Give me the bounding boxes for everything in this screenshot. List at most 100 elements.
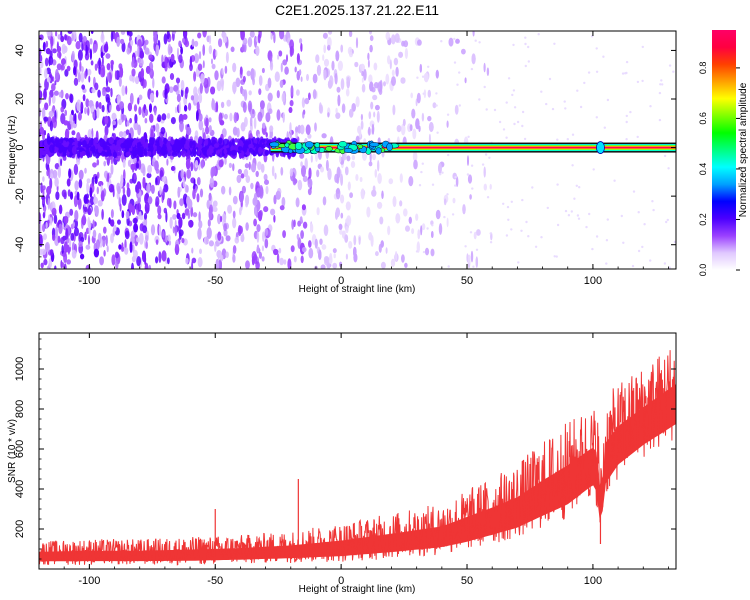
spectrogram-noise-blob [100,190,105,202]
spectrogram-noise-blob [84,167,87,174]
spectrogram-noise-blob [221,185,226,195]
spectrogram-noise-blob [165,210,168,223]
spectrogram-noise-dot [440,40,443,43]
spectrogram-noise-blob [250,182,254,190]
spectrogram-noise-dot [436,131,439,134]
spectrogram-noise-blob [295,197,300,208]
spectrogram-noise-blob [340,78,345,90]
spectrogram-noise-blob [467,254,471,265]
spectrogram-noise-dot [553,255,556,258]
spectrogram-noise-blob [393,57,399,66]
spectrogram-noise-blob [174,244,180,255]
spectrogram-noise-dot [540,90,543,93]
figure-title: C2E1.2025.137.21.22.E11 [275,2,439,18]
spectrogram-noise-blob [177,186,181,198]
spectrogram-noise-dot [663,262,667,265]
spectrogram-noise-blob [173,85,179,92]
spectrogram-noise-blob [335,107,338,114]
spectrogram-noise-dot [451,213,455,216]
spectrogram-noise-blob [417,229,421,240]
spectrogram-noise-blob [145,65,151,74]
spectrogram-noise-blob [190,206,194,218]
spectrogram-noise-blob [402,118,406,127]
spectrogram-noise-blob [345,88,350,97]
spectrogram-noise-blob [256,231,260,243]
spectrogram-noise-blob [121,41,126,53]
spectrogram-noise-blob [228,162,232,169]
spectrogram-noise-blob [46,169,49,177]
spectrogram-noise-dot [470,67,474,71]
spectrogram-noise-blob [85,98,90,108]
signal-line-blob [375,147,382,155]
spectrogram-noise-blob [489,183,492,190]
snr-y-tick-label: 200 [14,520,26,538]
spectrogram-noise-blob [137,45,140,58]
spectrogram-noise-dot [629,110,632,114]
spectrogram-noise-blob [39,34,44,41]
spectrogram-noise-dot [672,70,675,73]
spectrogram-noise-blob [432,102,437,109]
spectrogram-noise-blob [261,67,265,74]
spectrogram-noise-blob [233,85,236,95]
spectrogram-noise-blob [403,40,409,48]
spectrogram-noise-blob [133,172,137,180]
spectrogram-noise-blob [202,60,205,69]
spectrogram-noise-blob [308,240,312,248]
spectrogram-noise-blob [74,210,79,222]
spectrogram-noise-blob [399,173,403,183]
spectrogram-noise-blob [411,108,416,119]
spectrogram-noise-blob [318,249,322,260]
spectrogram-noise-blob [316,64,322,76]
spectrogram-noise-blob [71,109,74,116]
spectrogram-noise-dot [595,47,598,50]
spectrogram-noise-blob [73,77,79,86]
spectrogram-noise-dot [659,83,662,86]
snr-y-tick-label: 1000 [14,357,26,381]
spectrogram-noise-blob [299,69,302,76]
snr-series-line [39,350,676,566]
spectrogram-y-tick-label: 0 [14,145,26,151]
spectrogram-noise-blob [67,189,71,197]
spectrogram-noise-blob [155,256,159,264]
spectrogram-noise-dot [570,210,573,213]
spectrogram-noise-blob [146,172,152,179]
spectrogram-noise-blob [117,219,121,225]
spectrogram-noise-blob [121,210,125,219]
spectrogram-band-blob [222,138,229,146]
spectrogram-noise-blob [87,207,92,215]
spectrogram-noise-dot [649,259,652,262]
spectrogram-noise-blob [293,178,298,184]
spectrogram-noise-blob [241,88,246,97]
spectrogram-band-blob [198,136,203,145]
spectrogram-noise-dot [453,61,457,64]
spectrogram-noise-blob [45,221,48,230]
spectrogram-noise-blob [341,103,346,114]
spectrogram-noise-blob [92,109,96,120]
spectrogram-noise-blob [255,170,259,178]
colorbar-tick-label: 0.2 [698,213,708,226]
spectrogram-noise-blob [168,198,172,209]
spectrogram-noise-blob [197,177,201,186]
spectrogram-noise-blob [206,227,212,239]
spectrogram-noise-blob [188,219,194,228]
spectrogram-noise-blob [190,161,194,172]
spectrogram-noise-blob [395,66,399,77]
spectrogram-noise-blob [180,169,184,180]
spectrogram-noise-blob [110,87,113,98]
spectrogram-noise-dot [625,114,628,118]
spectrogram-noise-blob [101,208,104,220]
spectrogram-noise-blob [130,39,134,47]
spectrogram-noise-blob [133,223,139,233]
spectrogram-noise-blob [105,93,110,101]
spectrogram-noise-blob [455,176,459,188]
spectrogram-noise-dot [588,212,591,216]
spectrogram-noise-dot [458,71,461,74]
spectrogram-noise-blob [166,112,171,119]
spectrogram-noise-blob [196,101,200,112]
spectrogram-noise-dot [624,72,627,75]
spectrogram-band-blob [261,138,266,144]
spectrogram-noise-blob [239,207,242,216]
spectrogram-noise-blob [125,210,130,220]
spectrogram-band-blob [181,150,187,158]
spectrogram-noise-blob [88,100,94,107]
